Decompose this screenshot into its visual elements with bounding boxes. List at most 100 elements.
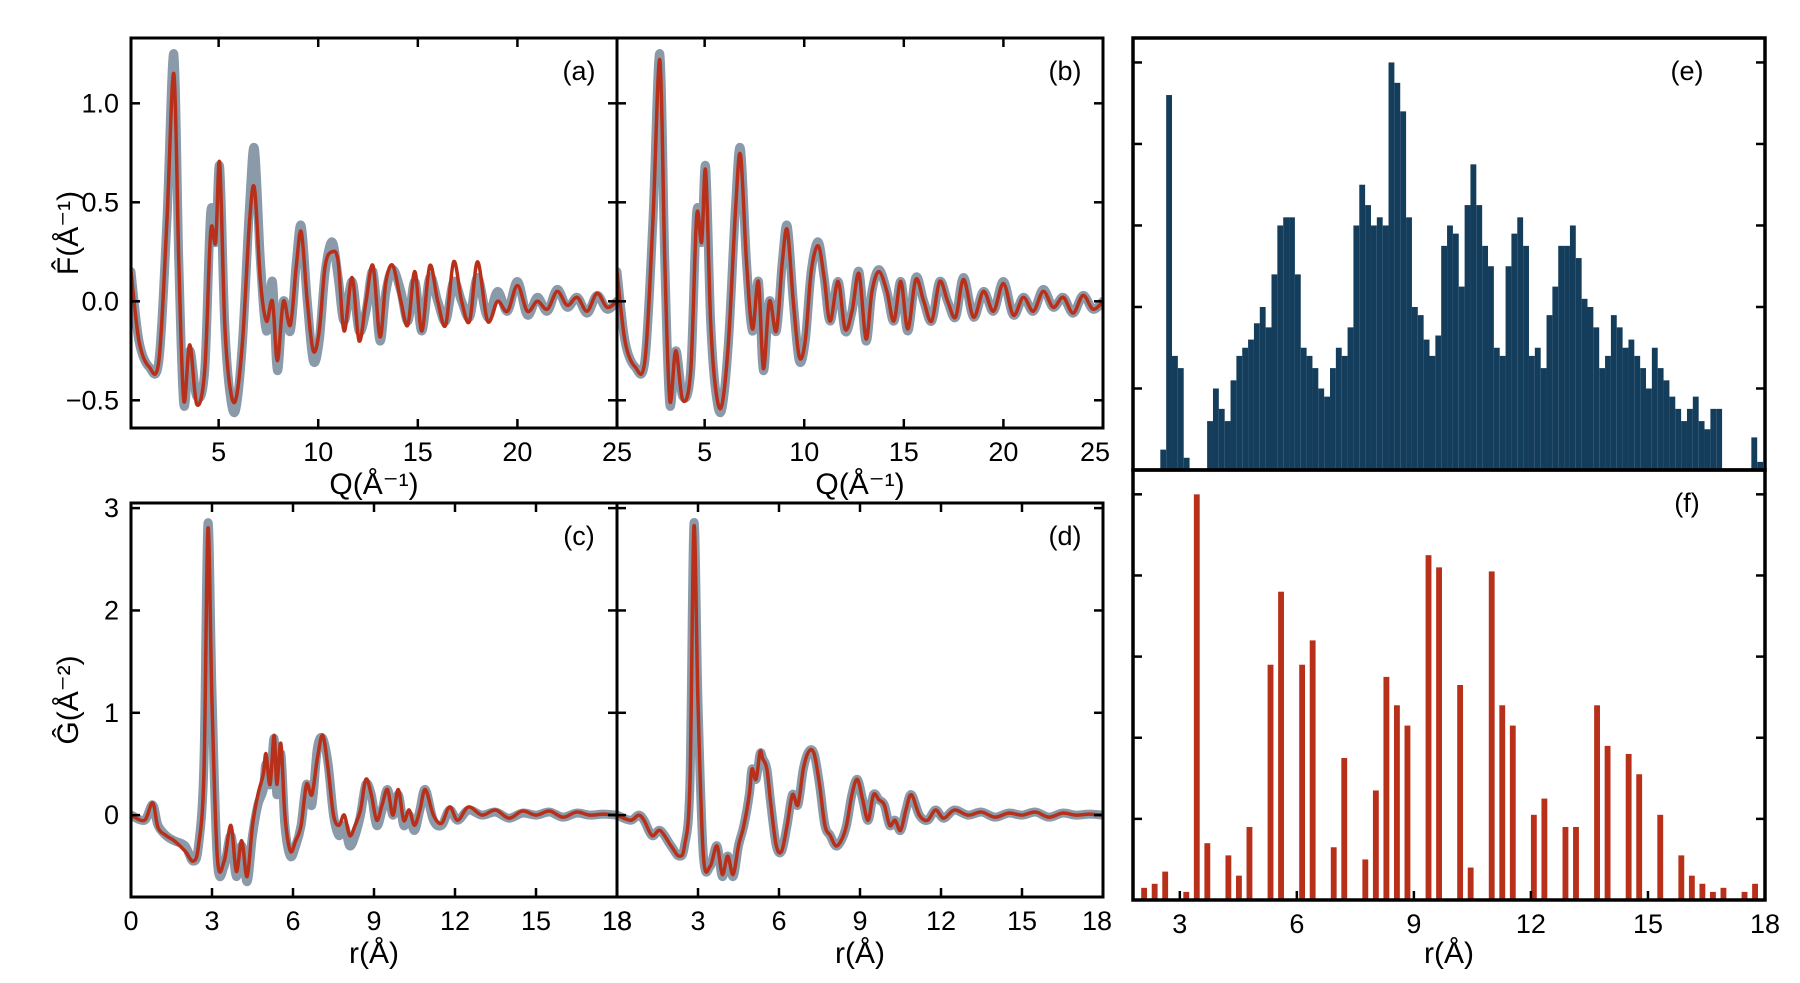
x-axis-label: r(Å) <box>1424 937 1474 970</box>
x-axis-label: Q(Å⁻¹) <box>815 468 904 501</box>
histogram-bar <box>1499 355 1506 470</box>
x-tick-label: 10 <box>789 437 819 467</box>
histogram-bar <box>1699 883 1706 900</box>
plot-frame <box>1131 468 1767 902</box>
x-tick-label: 15 <box>889 437 919 467</box>
histogram-bar <box>1218 408 1225 470</box>
x-axis-label: r(Å) <box>835 937 885 970</box>
histogram-bar <box>1235 875 1242 900</box>
series-line-fit <box>131 526 617 879</box>
histogram-bar <box>1534 347 1541 470</box>
histogram-bar <box>1306 355 1313 470</box>
histogram-bar <box>1246 826 1253 900</box>
histogram-bar <box>1411 306 1418 470</box>
histogram-bar <box>1447 225 1453 470</box>
x-tick-label: 3 <box>204 906 219 936</box>
x-tick-label: 15 <box>403 437 433 467</box>
histogram-bar <box>1552 286 1559 470</box>
histogram-bar <box>1318 388 1325 470</box>
x-tick-label: 18 <box>1750 909 1780 939</box>
histogram-bar <box>1669 396 1676 470</box>
histogram-bar <box>1681 421 1687 470</box>
series-line-fit <box>617 523 1103 877</box>
x-tick-label: 9 <box>366 906 381 936</box>
x-tick-label: 18 <box>602 906 632 936</box>
x-tick-label: 25 <box>602 437 632 467</box>
x-axis-label: Q(Å⁻¹) <box>329 468 418 501</box>
histogram-bar <box>1581 298 1588 470</box>
histogram-bar <box>1573 826 1579 900</box>
panel-label: (a) <box>563 56 596 86</box>
x-tick-label: 15 <box>521 906 551 936</box>
histogram-bar <box>1248 339 1254 470</box>
histogram-bar <box>1425 555 1432 900</box>
histogram-bar <box>1511 233 1518 470</box>
x-tick-label: 6 <box>771 906 786 936</box>
histogram-bar <box>1204 843 1211 900</box>
histogram-bar <box>1605 355 1611 470</box>
x-tick-label: 3 <box>1172 909 1187 939</box>
histogram-bar <box>1499 705 1506 900</box>
histogram-bar <box>1599 368 1606 470</box>
histogram-bar <box>1678 855 1685 900</box>
y-tick-label: 0 <box>104 800 119 830</box>
plot-area-b <box>617 49 1103 418</box>
histogram-bar <box>1183 457 1190 470</box>
panel-d: 18 3 6 9 12 15 18 (d) r(Å) <box>602 501 1112 970</box>
histogram-bar <box>1634 355 1641 470</box>
histogram-bar <box>1482 245 1489 470</box>
histogram-bar <box>1558 245 1565 470</box>
histogram-bar <box>1610 315 1617 470</box>
histogram-bar <box>1330 368 1336 470</box>
panel-label: (b) <box>1049 56 1082 86</box>
panel-label: (f) <box>1674 488 1699 518</box>
histogram-bar <box>1388 62 1395 471</box>
y-tick-label: 2 <box>104 595 119 625</box>
histogram-bar <box>1330 847 1337 900</box>
histogram-bar <box>1265 327 1272 470</box>
histogram-bar <box>1429 355 1436 470</box>
histogram-bar <box>1277 225 1284 470</box>
histogram-bar <box>1757 461 1764 470</box>
panel-f: 3 6 9 12 15 18 r(Å) (f) <box>1131 468 1780 970</box>
histogram-bar <box>1404 725 1411 900</box>
histogram-bar <box>1493 347 1500 470</box>
histogram-bar <box>1359 184 1366 470</box>
histogram-bar <box>1741 891 1748 900</box>
histogram-bar <box>1651 347 1658 470</box>
histogram-bar <box>1400 111 1407 470</box>
x-tick-label: 5 <box>697 437 712 467</box>
histogram-bar <box>1657 814 1664 900</box>
histogram-bar <box>1259 306 1266 470</box>
histogram-bar <box>1528 355 1535 470</box>
x-tick-label: 5 <box>211 437 226 467</box>
histogram-bar <box>1587 306 1594 470</box>
plot-area-c <box>131 518 617 887</box>
histogram-bar <box>1353 225 1360 470</box>
histogram-bar <box>1628 339 1635 470</box>
y-tick-label: 0.0 <box>81 286 119 316</box>
x-tick-label: 20 <box>502 437 532 467</box>
x-tick-label: 0 <box>123 906 138 936</box>
histogram-bar <box>1225 855 1232 900</box>
histogram-bar <box>1640 368 1647 470</box>
histogram-bar <box>1625 753 1632 900</box>
x-tick-label: 18 <box>1082 906 1112 936</box>
histogram-bar <box>1751 437 1758 470</box>
histogram-bar <box>1172 355 1178 470</box>
histogram-bar <box>1541 798 1548 900</box>
histogram-bar <box>1546 315 1553 470</box>
histogram-bar <box>1657 368 1664 470</box>
histogram-bar <box>1300 347 1307 470</box>
histogram-bar <box>1341 758 1348 900</box>
histogram-bar <box>1704 429 1711 470</box>
x-tick-label: 15 <box>1007 906 1037 936</box>
histogram-bar <box>1488 266 1494 470</box>
histogram-bar <box>1283 217 1290 470</box>
histogram-bar <box>1341 355 1348 470</box>
histogram-bar <box>1467 867 1474 900</box>
histogram-bar <box>1523 245 1529 470</box>
histogram-bar <box>1752 883 1758 900</box>
